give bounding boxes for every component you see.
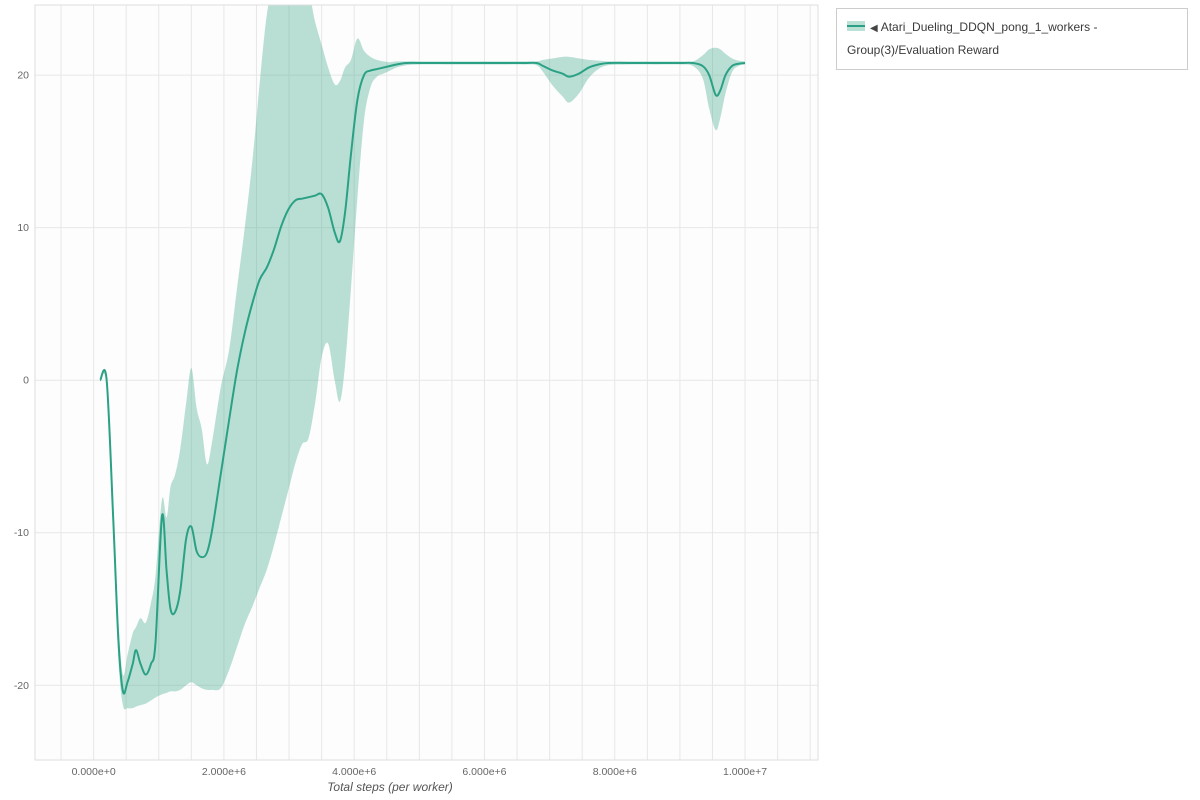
plot-border bbox=[34, 4, 819, 761]
y-axis-tick-label: -10 bbox=[14, 527, 29, 539]
x-axis-tick-label: 8.000e+6 bbox=[593, 766, 637, 778]
x-axis-tick-label: 1.000e+7 bbox=[723, 766, 767, 778]
legend-collapse-icon[interactable]: ◀ bbox=[870, 23, 878, 34]
x-axis-tick-label: 4.000e+6 bbox=[332, 766, 376, 778]
x-axis-title: Total steps (per worker) bbox=[327, 780, 453, 794]
x-axis-tick-label: 2.000e+6 bbox=[202, 766, 246, 778]
series-swatch-icon bbox=[847, 18, 865, 40]
y-axis-tick-label: 10 bbox=[17, 222, 29, 234]
legend[interactable]: ◀ Atari_Dueling_DDQN_pong_1_workers - Gro… bbox=[836, 8, 1188, 71]
y-axis-tick-label: 20 bbox=[17, 70, 29, 82]
x-axis-tick-label: 6.000e+6 bbox=[462, 766, 506, 778]
legend-series-label: Atari_Dueling_DDQN_pong_1_workers - Grou… bbox=[847, 20, 1098, 57]
y-axis-tick-label: 0 bbox=[23, 375, 29, 387]
plot-background[interactable] bbox=[35, 5, 818, 760]
x-axis-tick-label: 0.000e+0 bbox=[72, 766, 116, 778]
series-minmax-band bbox=[100, 5, 746, 710]
y-axis-tick-label: -20 bbox=[14, 680, 29, 692]
series-mean-line bbox=[99, 61, 746, 695]
